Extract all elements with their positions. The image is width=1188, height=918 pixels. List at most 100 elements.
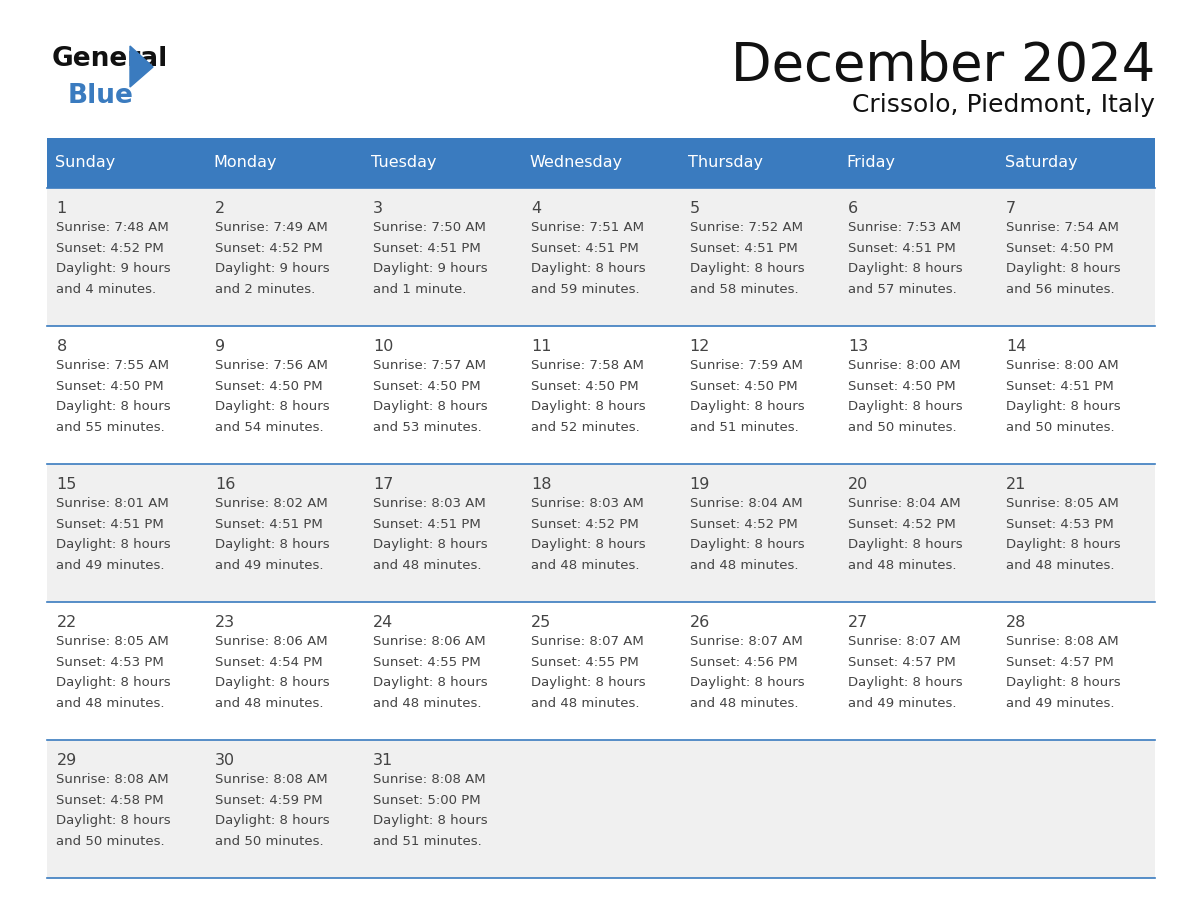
Text: Daylight: 8 hours: Daylight: 8 hours	[848, 400, 962, 413]
Text: Sunset: 4:55 PM: Sunset: 4:55 PM	[531, 656, 639, 669]
Text: and 58 minutes.: and 58 minutes.	[690, 283, 798, 296]
Bar	[997, 740, 1155, 878]
Text: and 1 minute.: and 1 minute.	[373, 283, 467, 296]
Bar	[681, 138, 839, 188]
Text: Daylight: 8 hours: Daylight: 8 hours	[373, 677, 488, 689]
Text: and 50 minutes.: and 50 minutes.	[57, 834, 165, 848]
Text: 12: 12	[690, 339, 710, 354]
Text: Sunset: 4:51 PM: Sunset: 4:51 PM	[215, 518, 322, 531]
Text: Sunset: 4:51 PM: Sunset: 4:51 PM	[848, 242, 955, 255]
Text: 4: 4	[531, 201, 542, 216]
Bar	[522, 188, 681, 326]
Bar	[681, 326, 839, 464]
Text: Crissolo, Piedmont, Italy: Crissolo, Piedmont, Italy	[852, 93, 1155, 117]
Text: Sunset: 4:53 PM: Sunset: 4:53 PM	[57, 656, 164, 669]
Text: 7: 7	[1006, 201, 1017, 216]
Text: 3: 3	[373, 201, 383, 216]
Text: December 2024: December 2024	[731, 40, 1155, 92]
Text: 17: 17	[373, 477, 393, 492]
Bar	[839, 188, 997, 326]
Text: and 55 minutes.: and 55 minutes.	[57, 420, 165, 434]
Bar	[839, 326, 997, 464]
Text: Daylight: 8 hours: Daylight: 8 hours	[848, 677, 962, 689]
Text: Sunset: 4:51 PM: Sunset: 4:51 PM	[373, 242, 481, 255]
Text: Sunset: 4:52 PM: Sunset: 4:52 PM	[531, 518, 639, 531]
Text: Sunrise: 7:51 AM: Sunrise: 7:51 AM	[531, 221, 644, 234]
Text: and 51 minutes.: and 51 minutes.	[690, 420, 798, 434]
Text: Daylight: 8 hours: Daylight: 8 hours	[373, 814, 488, 827]
Text: Daylight: 8 hours: Daylight: 8 hours	[57, 677, 171, 689]
Text: Sunset: 4:50 PM: Sunset: 4:50 PM	[57, 380, 164, 393]
Text: Sunset: 4:50 PM: Sunset: 4:50 PM	[531, 380, 639, 393]
Text: Sunset: 4:55 PM: Sunset: 4:55 PM	[373, 656, 481, 669]
Text: 1: 1	[57, 201, 67, 216]
Text: Sunrise: 8:04 AM: Sunrise: 8:04 AM	[690, 498, 802, 510]
Text: 16: 16	[215, 477, 235, 492]
Bar	[48, 602, 206, 740]
Text: Sunset: 4:50 PM: Sunset: 4:50 PM	[1006, 242, 1114, 255]
Bar	[206, 188, 364, 326]
Text: Daylight: 8 hours: Daylight: 8 hours	[531, 677, 646, 689]
Text: 28: 28	[1006, 615, 1026, 630]
Bar	[48, 188, 206, 326]
Text: 18: 18	[531, 477, 552, 492]
Text: Sunrise: 7:58 AM: Sunrise: 7:58 AM	[531, 360, 644, 373]
Text: Sunset: 4:57 PM: Sunset: 4:57 PM	[1006, 656, 1114, 669]
Text: Daylight: 8 hours: Daylight: 8 hours	[1006, 263, 1120, 275]
Text: and 50 minutes.: and 50 minutes.	[1006, 420, 1114, 434]
Text: and 48 minutes.: and 48 minutes.	[690, 697, 798, 710]
Text: Sunrise: 8:08 AM: Sunrise: 8:08 AM	[1006, 635, 1119, 648]
Text: Daylight: 8 hours: Daylight: 8 hours	[690, 677, 804, 689]
Text: Sunrise: 8:02 AM: Sunrise: 8:02 AM	[215, 498, 328, 510]
Text: Sunrise: 8:04 AM: Sunrise: 8:04 AM	[848, 498, 961, 510]
Text: Daylight: 8 hours: Daylight: 8 hours	[215, 400, 329, 413]
Text: Daylight: 8 hours: Daylight: 8 hours	[690, 539, 804, 552]
Text: Daylight: 9 hours: Daylight: 9 hours	[373, 263, 488, 275]
Text: Daylight: 8 hours: Daylight: 8 hours	[531, 263, 646, 275]
Text: and 48 minutes.: and 48 minutes.	[373, 559, 481, 572]
Text: 20: 20	[848, 477, 868, 492]
Bar	[997, 138, 1155, 188]
Text: and 2 minutes.: and 2 minutes.	[215, 283, 315, 296]
Text: and 56 minutes.: and 56 minutes.	[1006, 283, 1114, 296]
Text: Sunrise: 8:08 AM: Sunrise: 8:08 AM	[215, 774, 328, 787]
Text: 24: 24	[373, 615, 393, 630]
Text: and 48 minutes.: and 48 minutes.	[373, 697, 481, 710]
Text: and 4 minutes.: and 4 minutes.	[57, 283, 157, 296]
Bar	[364, 740, 522, 878]
Bar	[206, 740, 364, 878]
Text: 19: 19	[690, 477, 710, 492]
Text: Friday: Friday	[846, 155, 896, 171]
Text: Daylight: 8 hours: Daylight: 8 hours	[373, 539, 488, 552]
Bar	[48, 138, 206, 188]
Text: 11: 11	[531, 339, 552, 354]
Bar	[681, 740, 839, 878]
Text: and 48 minutes.: and 48 minutes.	[848, 559, 956, 572]
Bar	[364, 138, 522, 188]
Text: and 48 minutes.: and 48 minutes.	[531, 559, 640, 572]
Text: Sunrise: 7:59 AM: Sunrise: 7:59 AM	[690, 360, 803, 373]
Text: 22: 22	[57, 615, 77, 630]
Text: 9: 9	[215, 339, 225, 354]
Text: and 50 minutes.: and 50 minutes.	[848, 420, 956, 434]
Text: 26: 26	[690, 615, 710, 630]
Text: and 54 minutes.: and 54 minutes.	[215, 420, 323, 434]
Text: Sunday: Sunday	[55, 155, 115, 171]
Text: Sunrise: 8:05 AM: Sunrise: 8:05 AM	[57, 635, 169, 648]
Text: Sunset: 4:51 PM: Sunset: 4:51 PM	[57, 518, 164, 531]
Text: Sunrise: 8:07 AM: Sunrise: 8:07 AM	[848, 635, 961, 648]
Text: Daylight: 8 hours: Daylight: 8 hours	[690, 263, 804, 275]
Text: Daylight: 8 hours: Daylight: 8 hours	[57, 539, 171, 552]
Bar	[522, 740, 681, 878]
Text: Sunset: 4:59 PM: Sunset: 4:59 PM	[215, 794, 322, 807]
Text: and 48 minutes.: and 48 minutes.	[531, 697, 640, 710]
Text: Daylight: 8 hours: Daylight: 8 hours	[531, 400, 646, 413]
Text: Sunrise: 8:06 AM: Sunrise: 8:06 AM	[215, 635, 328, 648]
Bar	[522, 326, 681, 464]
Text: Sunset: 4:53 PM: Sunset: 4:53 PM	[1006, 518, 1114, 531]
Text: Sunset: 4:52 PM: Sunset: 4:52 PM	[848, 518, 955, 531]
Text: Daylight: 9 hours: Daylight: 9 hours	[215, 263, 329, 275]
Text: Daylight: 9 hours: Daylight: 9 hours	[57, 263, 171, 275]
Text: Sunrise: 7:52 AM: Sunrise: 7:52 AM	[690, 221, 803, 234]
Text: Sunrise: 7:49 AM: Sunrise: 7:49 AM	[215, 221, 328, 234]
